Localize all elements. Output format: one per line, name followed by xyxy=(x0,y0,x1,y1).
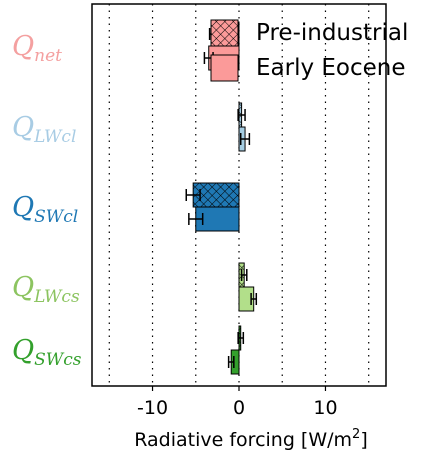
legend-swatch xyxy=(211,55,238,81)
legend-swatch-border xyxy=(210,54,239,82)
category-label-sub: SWcs xyxy=(34,350,82,370)
category-label-main: Q xyxy=(12,31,34,62)
category-label-main: Q xyxy=(12,192,34,223)
legend-swatch-border xyxy=(210,19,239,47)
x-axis-label-end: ] xyxy=(360,429,367,451)
category-label-LWcl: QLWcl xyxy=(12,112,76,147)
category-label-SWcl: QSWcl xyxy=(12,192,78,227)
x-axis-label-text: Radiative forcing [W/m xyxy=(134,429,352,451)
category-label-sub: SWcl xyxy=(34,207,78,227)
category-label-LWcs: QLWcs xyxy=(12,272,80,307)
x-axis-label-sup: 2 xyxy=(352,427,360,442)
category-label-sub: LWcs xyxy=(33,287,80,307)
category-label-main: Q xyxy=(12,335,34,366)
category-label-net: Qnet xyxy=(12,31,62,66)
legend-label: Early Eocene xyxy=(256,55,406,81)
category-label-SWcs: QSWcs xyxy=(12,335,82,370)
legend: Pre-industrial Early Eocene xyxy=(210,19,408,82)
category-label-sub: LWcl xyxy=(33,127,76,147)
x-tick-label: 10 xyxy=(313,397,337,419)
legend-swatch-hatch xyxy=(211,20,238,46)
x-tick-label: 0 xyxy=(233,397,245,419)
category-label-sub: net xyxy=(34,46,62,66)
category-label-main: Q xyxy=(12,112,34,143)
x-tick-label: -10 xyxy=(137,397,168,419)
category-label-main: Q xyxy=(12,272,34,303)
x-axis-label: Radiative forcing [W/m2] xyxy=(134,427,368,451)
legend-label: Pre-industrial xyxy=(256,20,408,46)
x-ticks: -10 0 10 xyxy=(137,386,338,419)
